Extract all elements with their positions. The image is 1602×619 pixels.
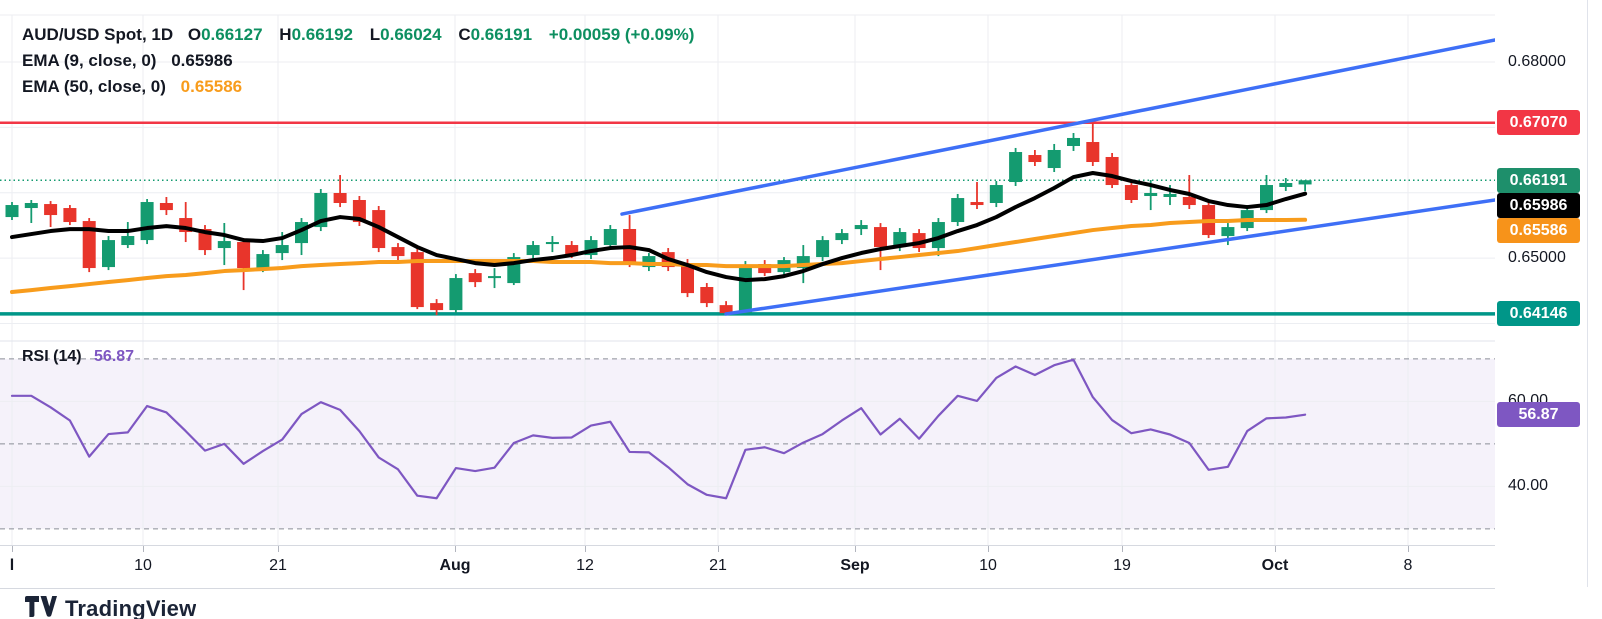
price-axis[interactable]: 0.68000 0.65000 60.00 40.00 0.67070 0.66191 0.…: [1495, 0, 1602, 587]
candle-body: [217, 241, 231, 249]
price-badge: 0.65986: [1497, 192, 1580, 218]
candle-body: [256, 254, 270, 269]
time-axis-tick: [988, 546, 989, 552]
candle-body: [82, 221, 96, 269]
time-axis-tick: [143, 546, 144, 552]
candle-body: [970, 202, 984, 206]
time-axis-label: Oct: [1261, 557, 1289, 574]
candle-body: [5, 205, 19, 218]
candle-body: [526, 245, 540, 256]
price-badge: 0.66191: [1497, 167, 1580, 193]
candle-body: [391, 247, 405, 257]
candle-body: [854, 225, 868, 230]
rsi-line: [10, 358, 1307, 500]
candle-body: [44, 204, 58, 216]
axis-separator: [1587, 0, 1588, 587]
price-axis-label: 0.68000: [1508, 53, 1566, 70]
tradingview-logo[interactable]: TradingView: [25, 596, 196, 619]
time-axis-label: 19: [1113, 557, 1131, 574]
candle-body: [603, 229, 617, 246]
candle-body: [719, 305, 733, 314]
rsi-axis-label: 40.00: [1508, 477, 1549, 495]
candle-body: [681, 263, 694, 294]
candle-body: [1124, 185, 1138, 200]
candle-body: [1279, 183, 1293, 187]
candle-body: [1009, 152, 1023, 183]
candle-body: [159, 203, 173, 211]
candle-body: [121, 236, 135, 246]
candle-body: [738, 265, 752, 314]
candle-body: [488, 276, 501, 279]
candle-body: [1105, 156, 1119, 186]
candle-body: [1163, 193, 1177, 197]
tradingview-logo-text: TradingView: [65, 596, 197, 619]
candle-body: [24, 203, 38, 209]
candle-body: [430, 303, 444, 311]
candle-body: [449, 278, 463, 311]
time-axis-tick: [455, 546, 456, 552]
candle-body: [1028, 155, 1042, 163]
time-axis-label: Aug: [439, 557, 471, 574]
time-axis-tick: [718, 546, 719, 552]
candle-body: [333, 193, 347, 204]
candle-body: [989, 185, 1003, 204]
candle-body: [1221, 227, 1235, 237]
candle-body: [63, 208, 77, 223]
candle-body: [796, 256, 810, 269]
candle-body: [1047, 149, 1061, 169]
candle-body: [545, 242, 559, 245]
candle-body: [642, 256, 656, 268]
time-axis-label: 21: [709, 557, 727, 574]
candle-body: [468, 273, 482, 283]
time-axis[interactable]: l 10 21 Aug 12 21 Sep 10 19 Oct 8: [0, 545, 1495, 589]
tradingview-logo-icon: [25, 596, 57, 617]
candle-body: [951, 198, 965, 223]
time-axis-tick: [1408, 546, 1409, 552]
ema9-line: [10, 170, 1308, 283]
candle-body: [565, 245, 579, 255]
candle-body: [931, 222, 945, 249]
candle-body: [700, 287, 714, 304]
time-axis-label: Sep: [840, 557, 870, 574]
candle-body: [816, 240, 830, 258]
candle-body: [237, 242, 251, 269]
candle-body: [275, 245, 289, 254]
candle-body: [1086, 142, 1100, 163]
time-axis-tick: [855, 546, 856, 552]
trend-channel-line: [724, 198, 1495, 316]
time-axis-label: 21: [269, 557, 287, 574]
candle-body: [1298, 180, 1312, 185]
candle-body: [1182, 196, 1196, 206]
rsi-badge: 56.87: [1497, 402, 1580, 428]
price-axis-label: 0.65000: [1508, 249, 1566, 267]
price-badge: 0.67070: [1497, 110, 1580, 136]
trend-channel-line: [620, 38, 1495, 216]
time-axis-tick: [12, 546, 13, 552]
time-axis-label: 10: [134, 557, 152, 574]
price-badge: 0.64146: [1497, 301, 1580, 327]
time-axis-label: l: [9, 557, 15, 574]
candle-body: [1067, 137, 1080, 147]
candle-body: [140, 202, 154, 241]
time-axis-tick: [1275, 546, 1276, 552]
candle-body: [758, 264, 772, 274]
price-chart-canvas[interactable]: [0, 0, 1495, 587]
candle-body: [352, 199, 366, 223]
time-axis-label: 12: [576, 557, 594, 574]
price-badge: 0.65586: [1497, 217, 1580, 243]
time-axis-tick: [278, 546, 279, 552]
candle-body: [102, 240, 115, 268]
candle-body: [835, 233, 849, 241]
time-axis-label: 10: [979, 557, 997, 574]
candle-body: [410, 252, 424, 308]
candle-body: [893, 232, 907, 248]
candle-body: [1144, 193, 1158, 197]
time-axis-tick: [585, 546, 586, 552]
candle-body: [874, 227, 887, 248]
time-axis-tick: [1122, 546, 1123, 552]
ema50-line: [10, 217, 1308, 295]
time-axis-label: 8: [1403, 557, 1413, 574]
